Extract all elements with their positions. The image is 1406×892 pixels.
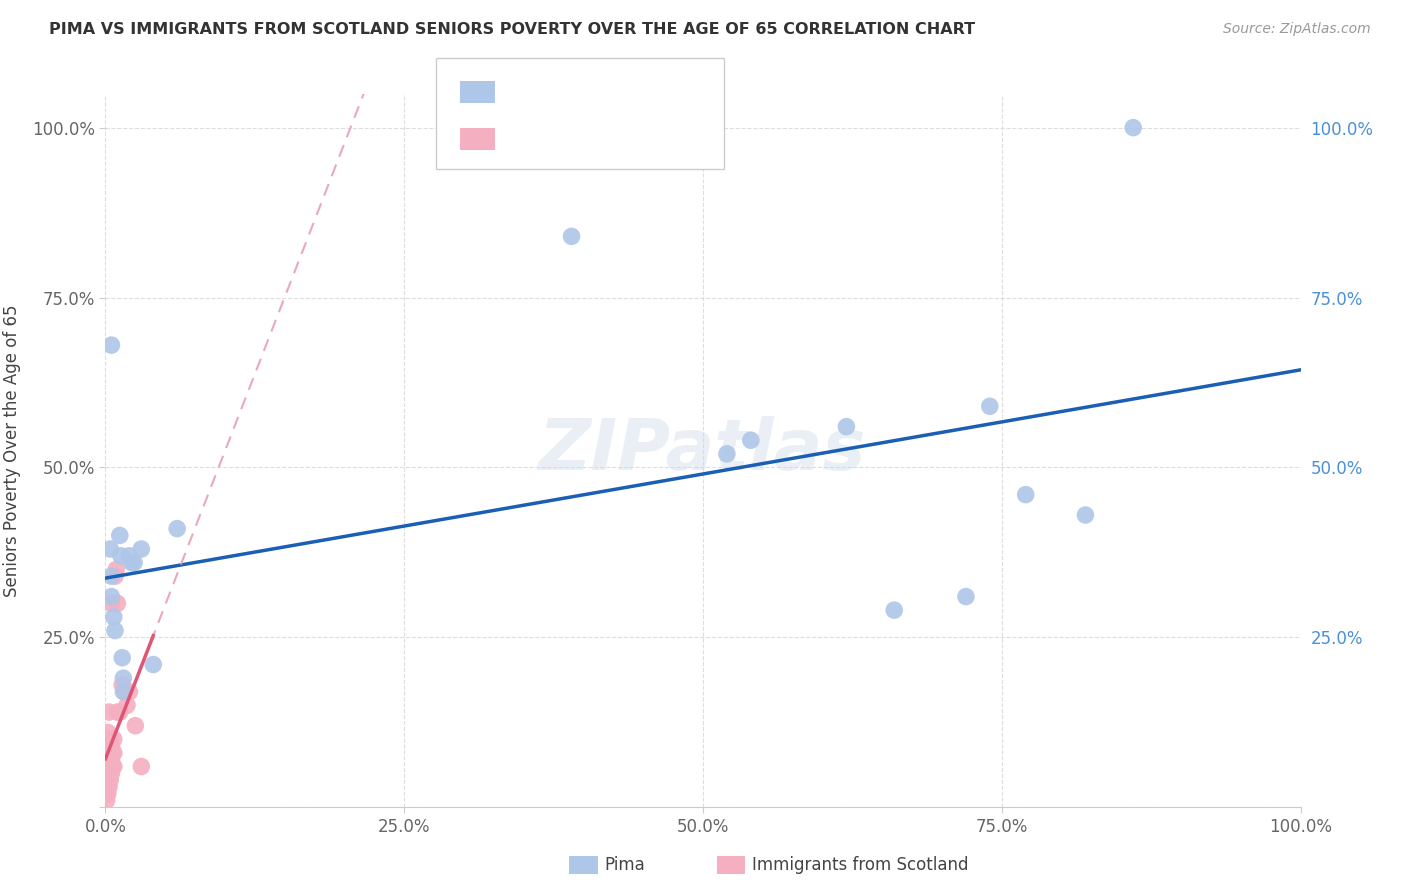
Point <box>97 759 120 773</box>
Point <box>740 434 762 448</box>
Point <box>96 759 118 773</box>
Point <box>103 732 125 747</box>
Point <box>105 562 128 576</box>
Y-axis label: Seniors Poverty Over the Age of 65: Seniors Poverty Over the Age of 65 <box>3 304 21 597</box>
Text: 0.494: 0.494 <box>536 83 592 101</box>
Point <box>98 753 121 767</box>
Point <box>97 739 120 753</box>
Point <box>100 569 122 583</box>
Point <box>142 657 165 672</box>
Point <box>118 684 141 698</box>
Point <box>97 766 120 780</box>
Point <box>100 596 122 610</box>
Text: Pima: Pima <box>605 856 645 874</box>
Point <box>716 447 738 461</box>
Point <box>104 624 127 638</box>
Text: R =: R = <box>505 129 544 147</box>
Point <box>112 684 135 698</box>
Point <box>96 787 118 801</box>
Point <box>100 590 122 604</box>
Point <box>96 746 118 760</box>
Point <box>955 590 977 604</box>
Point <box>883 603 905 617</box>
Point <box>124 719 146 733</box>
Point <box>112 671 135 685</box>
Point <box>111 678 134 692</box>
Point <box>129 759 153 773</box>
Text: N =: N = <box>583 83 623 101</box>
Point <box>96 753 118 767</box>
Point <box>98 766 121 780</box>
Point <box>97 732 120 747</box>
Point <box>1074 508 1097 522</box>
Point <box>96 780 118 794</box>
Point <box>115 698 138 713</box>
Point <box>97 746 120 760</box>
Point <box>129 541 153 556</box>
Text: 53: 53 <box>612 129 637 147</box>
Point <box>96 793 118 807</box>
Point <box>121 556 143 570</box>
Text: Source: ZipAtlas.com: Source: ZipAtlas.com <box>1223 22 1371 37</box>
Point <box>835 419 858 434</box>
Point <box>98 780 121 794</box>
Point <box>979 399 1001 413</box>
Point <box>103 759 125 773</box>
Point <box>1122 120 1144 135</box>
Point <box>560 229 583 244</box>
Point <box>100 338 122 352</box>
Point <box>101 746 124 760</box>
Point <box>97 780 120 794</box>
Point <box>96 732 118 747</box>
Point <box>96 739 118 753</box>
Point <box>98 746 121 760</box>
Point <box>98 732 121 747</box>
Text: 27: 27 <box>612 83 637 101</box>
Point <box>107 596 129 610</box>
Point <box>97 753 120 767</box>
Point <box>98 541 121 556</box>
Point <box>101 759 124 773</box>
Point <box>122 556 145 570</box>
Point <box>98 773 121 788</box>
Point <box>100 739 122 753</box>
Point <box>100 766 122 780</box>
Point <box>108 528 131 542</box>
Text: PIMA VS IMMIGRANTS FROM SCOTLAND SENIORS POVERTY OVER THE AGE OF 65 CORRELATION : PIMA VS IMMIGRANTS FROM SCOTLAND SENIORS… <box>49 22 976 37</box>
Point <box>103 610 125 624</box>
Point <box>118 549 141 563</box>
Point <box>96 773 118 788</box>
Point <box>103 746 125 760</box>
Point <box>110 549 132 563</box>
Point <box>97 725 120 739</box>
Text: 0.375: 0.375 <box>536 129 592 147</box>
Point <box>98 773 121 788</box>
Point <box>97 773 120 788</box>
Point <box>98 732 121 747</box>
Point <box>107 705 129 719</box>
Text: N =: N = <box>583 129 623 147</box>
Text: Immigrants from Scotland: Immigrants from Scotland <box>752 856 969 874</box>
Point <box>98 766 121 780</box>
Point <box>1014 488 1036 502</box>
Text: ZIPatlas: ZIPatlas <box>540 416 866 485</box>
Point <box>98 739 121 753</box>
Text: R =: R = <box>505 83 544 101</box>
Point <box>108 705 131 719</box>
Point <box>98 705 121 719</box>
Point <box>111 650 134 665</box>
Point <box>114 684 136 698</box>
Point <box>98 759 121 773</box>
Point <box>96 766 118 780</box>
Point <box>98 753 121 767</box>
Point <box>97 787 120 801</box>
Point <box>100 753 122 767</box>
Point <box>166 522 188 536</box>
Point <box>104 569 127 583</box>
